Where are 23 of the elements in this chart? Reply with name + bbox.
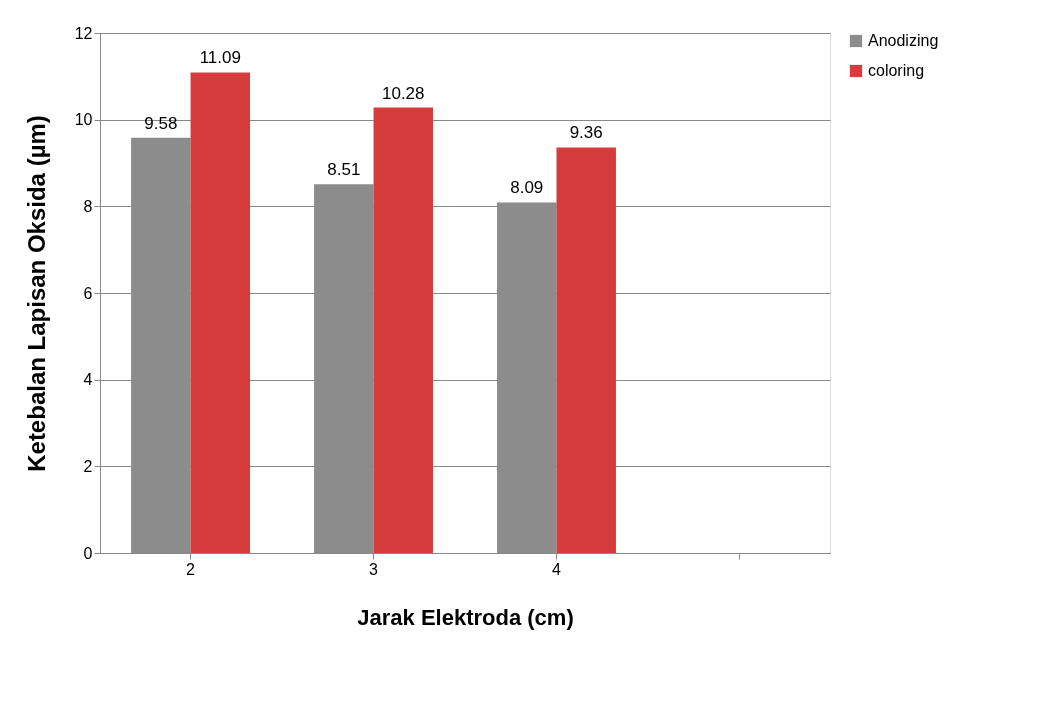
y-tick-label: 0 [83,544,93,562]
x-tick-label: 3 [369,560,379,578]
data-label: 8.09 [510,178,544,198]
y-axis-title: Ketebalan Lapisan Oksida (µm) [22,115,50,472]
x-axis-title: Jarak Elektroda (cm) [357,604,574,630]
bar [373,107,433,553]
bar [190,72,251,553]
x-tick-label: 4 [552,560,562,578]
data-label: 8.51 [327,160,361,180]
legend-label: Anodizing [868,32,939,49]
x-tick-label: 2 [186,560,196,578]
y-tick-label: 8 [83,197,93,215]
data-label: 10.28 [381,83,425,103]
y-tick-label: 10 [74,111,93,129]
y-tick-label: 6 [83,284,93,302]
y-tick-label: 12 [74,24,93,42]
data-label: 11.09 [199,48,241,68]
data-label: 9.58 [144,113,178,133]
legend-label: coloring [868,62,925,79]
bar [556,147,616,553]
data-label: 9.36 [569,123,603,143]
y-tick-label: 4 [83,371,93,389]
y-tick-label: 2 [83,457,93,475]
